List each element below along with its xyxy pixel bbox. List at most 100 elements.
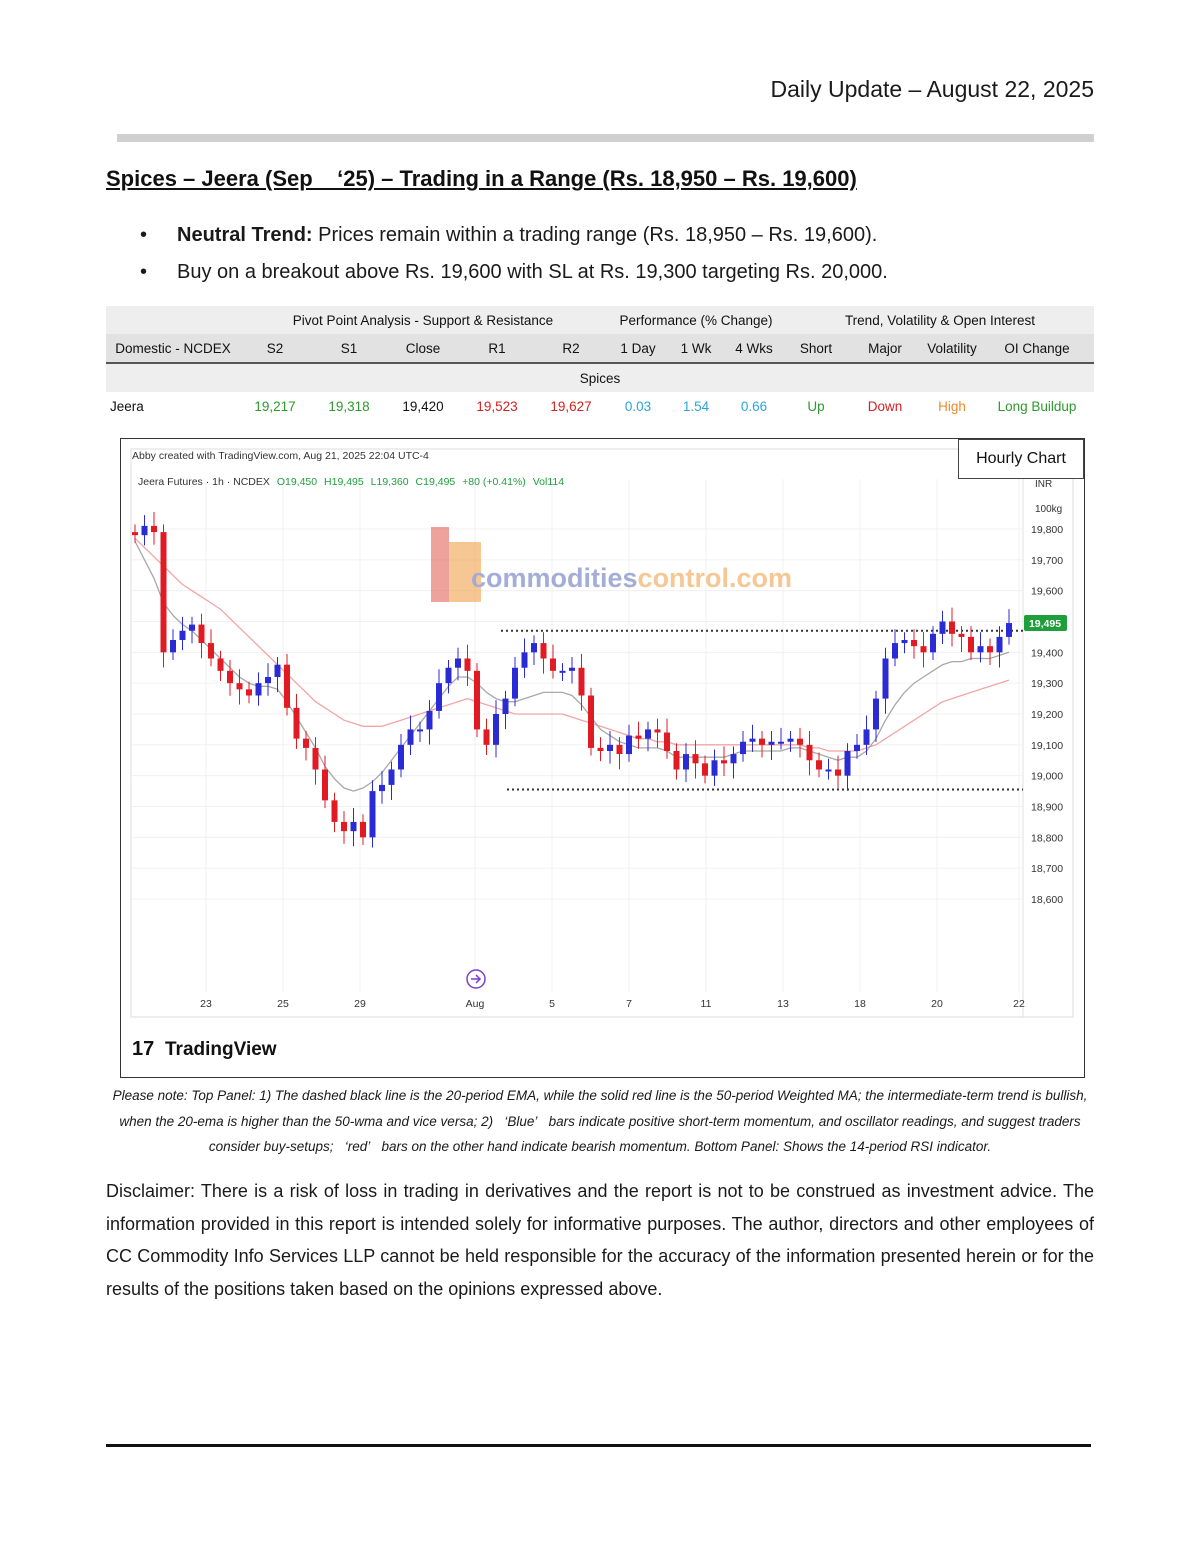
y-tick-label: 19,700 [1031, 555, 1063, 567]
tradingview-brand: TradingView [165, 1039, 277, 1060]
candle-body [968, 636, 974, 653]
cell-oi-change: Long Buildup [997, 398, 1077, 414]
x-tick-label: 29 [354, 998, 366, 1010]
cell-r2: 19,627 [550, 398, 592, 414]
chart-legend: Jeera Futures · 1h · NCDEX O19,450 H19,4… [138, 476, 564, 488]
cell-1wk: 1.54 [682, 398, 710, 414]
candles [132, 512, 1012, 848]
table-group-row: Pivot Point Analysis - Support & Resista… [106, 306, 1094, 334]
moving-averages [134, 537, 1010, 792]
ohlc-volume: Vol114 [533, 476, 564, 488]
ohlc-high: H19,495 [324, 476, 364, 488]
report-date: Daily Update – August 22, 2025 [770, 76, 1094, 102]
x-tick-label: 22 [1013, 998, 1025, 1010]
candle-body [816, 760, 822, 770]
col-header: Close [388, 334, 458, 364]
x-tick-label: 25 [277, 998, 289, 1010]
disclaimer: Disclaimer: There is a risk of loss in t… [106, 1181, 1094, 1299]
candle-body [882, 658, 889, 699]
bullet-list: Neutral Trend: Prices remain within a tr… [140, 222, 888, 296]
y-tick-label: 18,900 [1031, 802, 1063, 814]
y-tick-label: 19,100 [1031, 740, 1063, 752]
candle-body [635, 735, 642, 739]
x-tick-label: 23 [200, 998, 212, 1010]
candle-body [474, 670, 480, 730]
bullet-item: Neutral Trend: Prices remain within a tr… [140, 222, 888, 259]
bullet-text: Buy on a breakout above Rs. 19,600 with … [177, 261, 888, 283]
footer-divider [106, 1444, 1091, 1447]
col-header: S1 [310, 334, 388, 364]
ohlc-close: C19,495 [416, 476, 456, 488]
candle-body [217, 658, 224, 671]
candle-body [892, 643, 898, 659]
candle-body [835, 769, 841, 776]
candle-body [578, 667, 585, 696]
col-header: R1 [458, 334, 536, 364]
hourly-chart-badge: Hourly Chart [958, 439, 1084, 479]
candle-body [740, 741, 746, 755]
candle-body [616, 744, 623, 755]
cell-4wks: 0.66 [740, 398, 768, 414]
candle-body [787, 738, 794, 742]
candle-body [141, 525, 148, 536]
candle-body [806, 744, 813, 761]
candle-body [255, 683, 262, 696]
tradingview-logo-mark: 17 [132, 1038, 154, 1060]
candle-body [730, 754, 737, 764]
candle-body [949, 621, 955, 634]
watermark-text-b: control.com [638, 563, 793, 593]
y-tick-label: 18,800 [1031, 832, 1063, 844]
candle-body [246, 689, 252, 696]
bullet-item: Buy on a breakout above Rs. 19,600 with … [140, 259, 888, 296]
x-axis: 23 25 29 Aug 5 7 11 13 18 20 22 [200, 998, 1025, 1010]
candle-body [350, 821, 357, 832]
candle-body [569, 667, 575, 671]
candle-body [987, 646, 993, 653]
table-section-row: Spices [106, 363, 1094, 392]
watermark-text-a: commodities [471, 563, 638, 593]
candle-body [654, 729, 661, 733]
candle-body [341, 821, 347, 832]
group-pivot: Pivot Point Analysis - Support & Resista… [240, 306, 606, 334]
candle-body [436, 683, 442, 711]
y-tick-label: 18,600 [1031, 894, 1063, 906]
plot-area [130, 448, 1074, 1018]
candle-body [445, 667, 452, 684]
candle-body [550, 658, 556, 671]
chart-attribution: Abby created with TradingView.com, Aug 2… [132, 450, 429, 462]
candle-body [398, 744, 404, 770]
candle-body [331, 800, 338, 822]
candle-body [360, 821, 366, 838]
candle-body [702, 763, 708, 776]
cell-1day: 0.03 [624, 398, 652, 414]
candle-body [559, 670, 566, 673]
candle-body [312, 747, 319, 770]
candle-body [977, 646, 984, 653]
candle-body [293, 707, 300, 739]
candle-body [426, 710, 433, 730]
candle-body [284, 664, 290, 708]
candle-body [170, 640, 176, 653]
report-title: Spices – Jeera (Sep ‘25) – Trading in a … [106, 166, 857, 191]
candle-body [303, 738, 309, 748]
cell-short: Up [807, 398, 825, 414]
bullet-bold: Neutral Trend: [177, 224, 313, 246]
cell-volatility: High [938, 398, 966, 414]
candle-body [749, 738, 756, 742]
candle-body [483, 729, 490, 745]
candle-body [588, 695, 594, 748]
candle-body [721, 760, 727, 764]
candle-body [597, 747, 604, 751]
y-tick-label: 19,800 [1031, 524, 1063, 536]
x-tick-label: 20 [931, 998, 943, 1010]
group-trend: Trend, Volatility & Open Interest [786, 306, 1094, 334]
x-tick-label: Aug [466, 998, 485, 1010]
section-label: Spices [106, 363, 1094, 392]
candle-body [464, 658, 471, 671]
candle-body [683, 754, 689, 770]
goto-realtime-icon[interactable] [466, 969, 486, 989]
group-performance: Performance (% Change) [606, 306, 786, 334]
ohlc-change: +80 (+0.41%) [462, 476, 526, 488]
ohlc-open: O19,450 [277, 476, 317, 488]
candle-body [274, 664, 281, 677]
